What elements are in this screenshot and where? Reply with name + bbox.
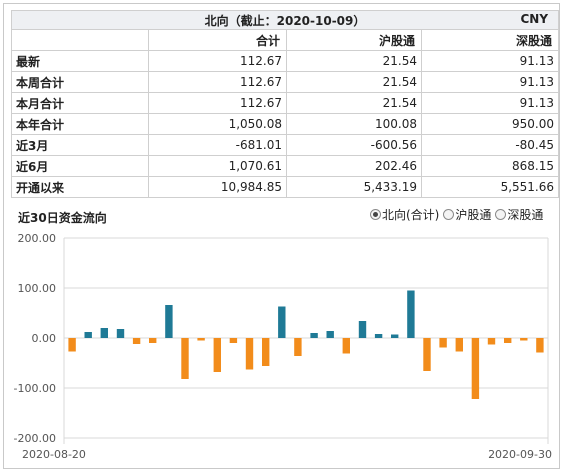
north-flow-panel: 北向（截止：2020-10-09） CNY 合计 沪股通 深股通 最新 112.… bbox=[3, 3, 560, 469]
table-header-row: 合计 沪股通 深股通 bbox=[11, 29, 560, 51]
currency-label: CNY bbox=[520, 11, 549, 26]
row-label: 本月合计 bbox=[11, 92, 149, 114]
y-tick-label: 200.00 bbox=[18, 232, 57, 245]
cell-shenzhen: 868.15 bbox=[420, 155, 560, 177]
cell-shanghai: 5,433.19 bbox=[286, 176, 422, 198]
table-title: 北向（截止：2020-10-09） bbox=[204, 13, 366, 28]
y-tick-label: -200.00 bbox=[14, 432, 56, 445]
y-tick-label: -100.00 bbox=[14, 382, 56, 395]
bar bbox=[407, 290, 415, 338]
bar bbox=[326, 331, 334, 338]
flow-summary-table: 北向（截止：2020-10-09） CNY 合计 沪股通 深股通 最新 112.… bbox=[10, 10, 560, 198]
y-tick-label: 100.00 bbox=[18, 282, 57, 295]
bar bbox=[132, 338, 141, 344]
bar bbox=[455, 338, 463, 352]
bar bbox=[536, 338, 544, 353]
bar bbox=[245, 338, 254, 370]
radio-option-shanghai[interactable]: 沪股通 bbox=[443, 206, 491, 223]
table-row: 本年合计 1,050.08 100.08 950.00 bbox=[11, 113, 560, 135]
table-row: 近3月 -681.01 -600.56 -80.45 bbox=[11, 134, 560, 156]
bar bbox=[504, 338, 512, 343]
bar bbox=[487, 338, 496, 345]
cell-shenzhen: 5,551.66 bbox=[420, 176, 560, 198]
y-tick-label: 0.00 bbox=[32, 332, 57, 345]
cell-shenzhen: 91.13 bbox=[420, 71, 560, 93]
bar bbox=[391, 334, 399, 338]
cell-shanghai: -600.56 bbox=[286, 134, 422, 156]
cell-shanghai: 202.46 bbox=[286, 155, 422, 177]
cell-total: 112.67 bbox=[148, 50, 287, 72]
chart-title: 近30日资金流向 bbox=[18, 211, 107, 225]
bar bbox=[181, 338, 189, 379]
cell-total: -681.01 bbox=[148, 134, 287, 156]
bar bbox=[116, 329, 125, 338]
radio-button-icon[interactable] bbox=[495, 209, 507, 220]
bar bbox=[197, 338, 205, 341]
bar bbox=[423, 338, 431, 371]
row-label: 近3月 bbox=[11, 134, 149, 156]
radio-label: 沪股通 bbox=[455, 208, 492, 222]
cell-total: 10,984.85 bbox=[148, 176, 287, 198]
bar bbox=[358, 321, 367, 338]
radio-button-icon[interactable] bbox=[370, 209, 381, 220]
bar bbox=[294, 338, 302, 356]
cell-shenzhen: 91.13 bbox=[420, 50, 560, 72]
bar bbox=[262, 338, 270, 366]
bar bbox=[471, 338, 480, 399]
bar bbox=[100, 328, 108, 338]
bar bbox=[165, 305, 173, 338]
bar bbox=[374, 334, 383, 338]
header-blank bbox=[11, 29, 149, 51]
x-tick-label-end: 2020-09-30 bbox=[488, 448, 552, 461]
radio-option-north-total[interactable]: 北向(合计) bbox=[370, 206, 439, 223]
radio-label: 北向(合计) bbox=[382, 208, 440, 222]
cell-total: 112.67 bbox=[148, 92, 287, 114]
series-selector: 北向(合计) 沪股通 深股通 bbox=[370, 206, 545, 223]
bar bbox=[213, 338, 221, 372]
column-header-shenzhen: 深股通 bbox=[420, 29, 560, 51]
table-row: 开通以来 10,984.85 5,433.19 5,551.66 bbox=[11, 176, 560, 198]
radio-label: 深股通 bbox=[507, 208, 544, 222]
bar bbox=[439, 338, 447, 348]
column-header-shanghai: 沪股通 bbox=[286, 29, 422, 51]
radio-option-shenzhen[interactable]: 深股通 bbox=[495, 206, 543, 223]
bar bbox=[68, 338, 76, 352]
bar bbox=[310, 333, 318, 338]
bar bbox=[278, 306, 286, 338]
x-tick-label-start: 2020-08-20 bbox=[22, 448, 86, 461]
bar bbox=[520, 338, 528, 341]
column-header-total: 合计 bbox=[148, 29, 287, 51]
bar bbox=[342, 338, 350, 354]
bar bbox=[229, 338, 238, 343]
table-title-row: 北向（截止：2020-10-09） CNY bbox=[10, 10, 560, 30]
radio-button-icon[interactable] bbox=[443, 209, 455, 220]
row-label: 近6月 bbox=[11, 155, 149, 177]
bar bbox=[84, 332, 92, 338]
table-row: 最新 112.67 21.54 91.13 bbox=[11, 50, 560, 72]
bar bbox=[149, 338, 157, 343]
table-row: 近6月 1,070.61 202.46 868.15 bbox=[11, 155, 560, 177]
